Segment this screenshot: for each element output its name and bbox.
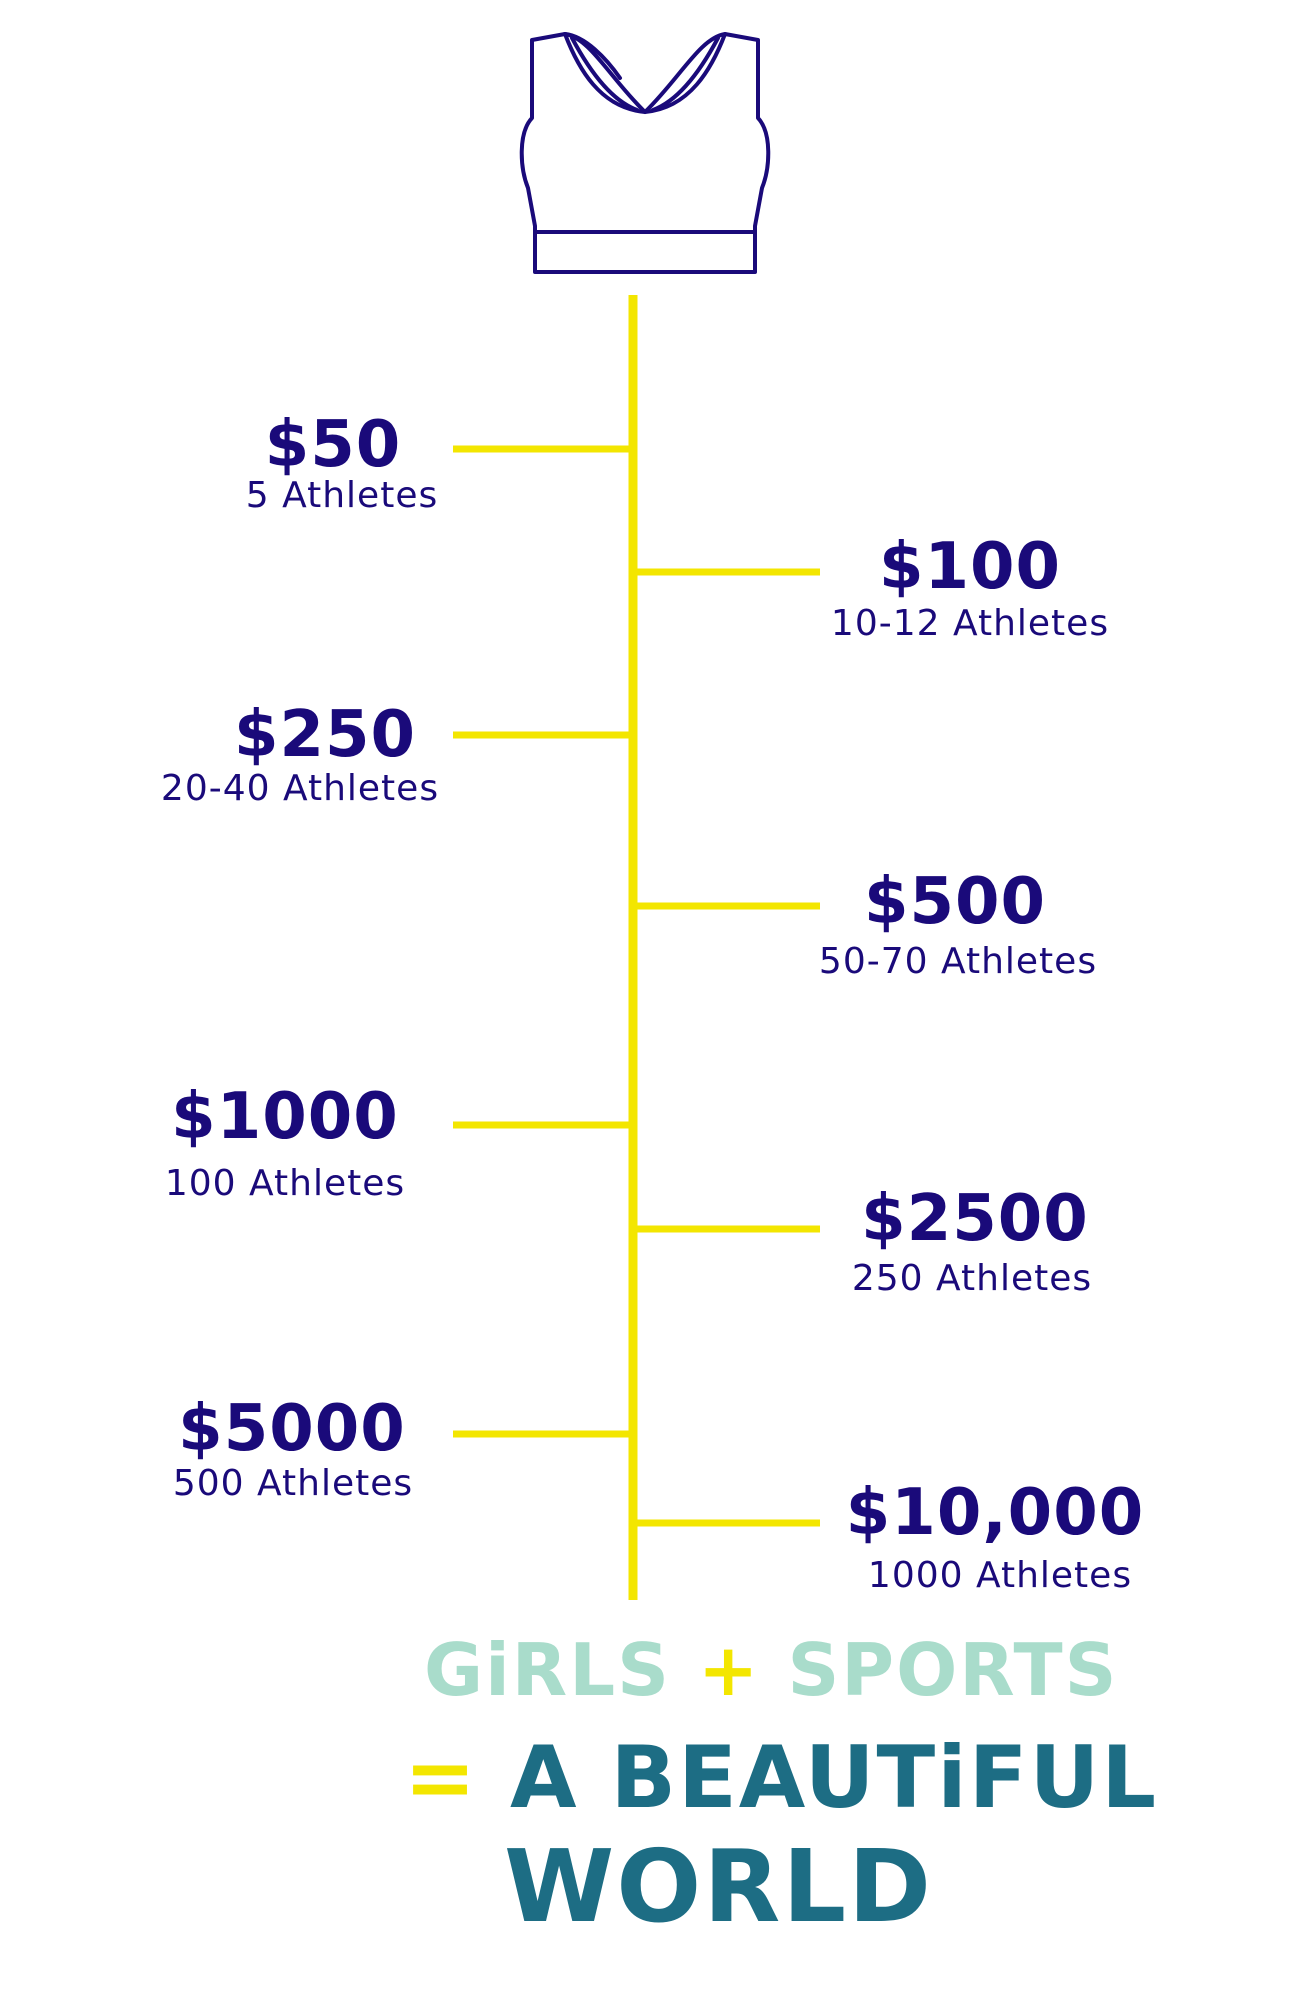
tier-amount: $100: [878, 530, 1062, 604]
logo-equals: =: [404, 1728, 479, 1828]
logo-line-1: GiRLS + SPORTS: [424, 1628, 1116, 1712]
tier-amount: $2500: [861, 1182, 1089, 1256]
logo-line-3: WORLD: [504, 1828, 931, 1945]
tier-athletes: 20-40 Athletes: [160, 768, 440, 809]
logo-word-sports: SPORTS: [787, 1628, 1119, 1712]
tier-amount: $250: [233, 698, 417, 772]
tier-athletes: 250 Athletes: [851, 1258, 1093, 1299]
timeline: [453, 295, 820, 1600]
logo-plus: +: [698, 1628, 761, 1712]
tier-athletes: 5 Athletes: [245, 475, 439, 516]
tier-amount: $5000: [178, 1392, 406, 1466]
logo-a-beautiful: A BEAUTiFUL: [510, 1728, 1159, 1828]
tier-athletes: 50-70 Athletes: [818, 941, 1098, 982]
tier-athletes: 100 Athletes: [164, 1163, 406, 1204]
logo-line-2: = A BEAUTiFUL: [404, 1728, 1156, 1828]
tier-amount: $50: [264, 408, 402, 482]
tier-athletes: 10-12 Athletes: [830, 603, 1110, 644]
tier-amount: $1000: [171, 1080, 399, 1154]
tier-amount: $500: [863, 865, 1047, 939]
sports-bra-icon: [510, 28, 780, 278]
logo-word-girls: GiRLS: [424, 1628, 671, 1712]
logo-world: WORLD: [504, 1828, 934, 1945]
tier-amount: $10,000: [845, 1476, 1145, 1550]
tier-athletes: 500 Athletes: [172, 1463, 414, 1504]
tier-athletes: 1000 Athletes: [867, 1555, 1133, 1596]
